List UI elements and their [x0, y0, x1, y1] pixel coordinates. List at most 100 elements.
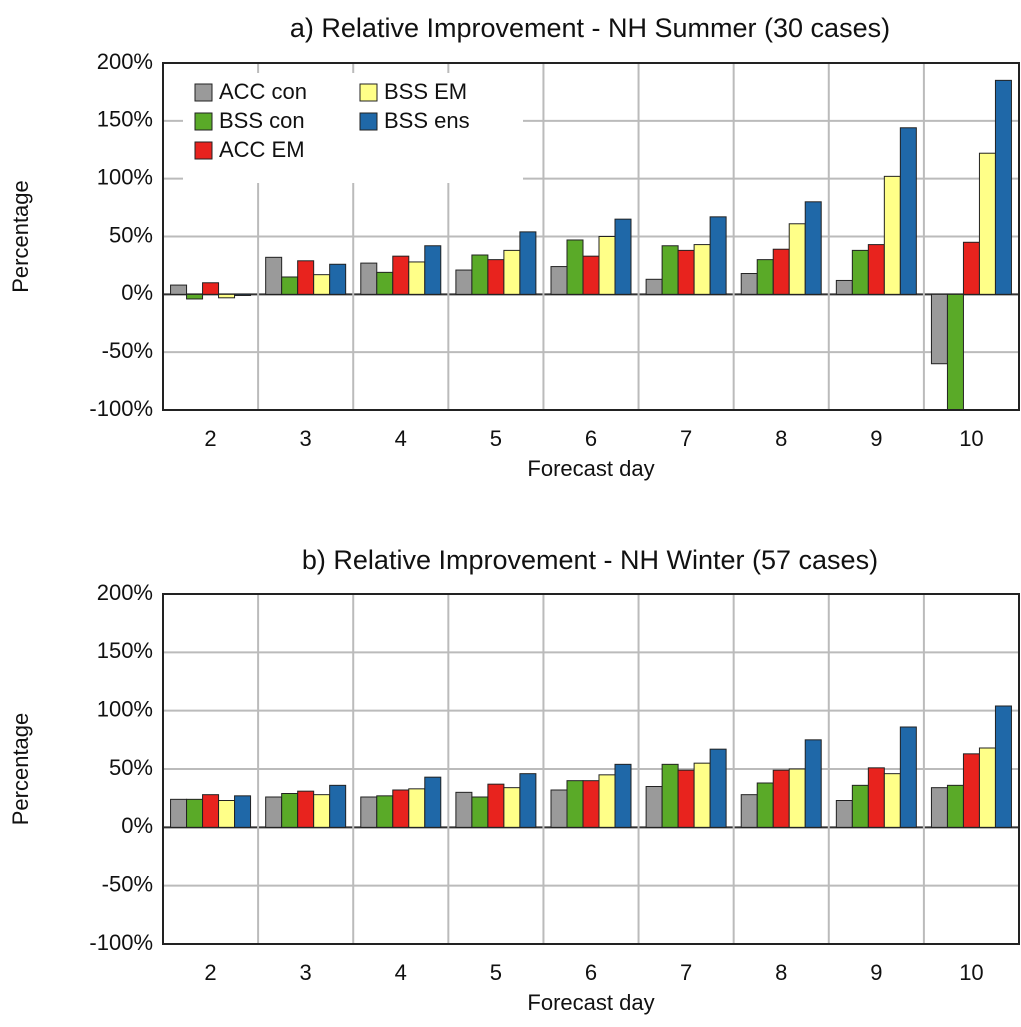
bar: [170, 798, 188, 828]
bar: [788, 768, 806, 828]
bar: [645, 278, 663, 295]
bar: [170, 284, 188, 295]
legend-label: BSS EM: [384, 79, 467, 104]
legend-label: BSS con: [219, 108, 305, 133]
bar: [835, 279, 853, 295]
x-tick-label: 4: [395, 426, 407, 451]
bar: [930, 293, 948, 365]
bar: [186, 293, 204, 300]
bar: [804, 739, 822, 828]
x-tick-label: 9: [870, 960, 882, 985]
bar: [677, 249, 695, 295]
x-tick-label: 6: [585, 960, 597, 985]
bar: [851, 784, 869, 828]
bar: [582, 780, 600, 828]
y-tick-label: -50%: [102, 338, 153, 363]
bar: [566, 780, 584, 828]
bar: [392, 255, 410, 295]
x-tick-label: 5: [490, 960, 502, 985]
bar: [661, 763, 679, 828]
plot-frame: [162, 593, 1020, 945]
bar: [978, 747, 996, 828]
bar: [186, 798, 204, 828]
legend-label: ACC con: [219, 79, 307, 104]
legend-swatch: [359, 83, 378, 102]
x-tick-label: 8: [775, 960, 787, 985]
bar: [550, 789, 568, 828]
bar: [598, 774, 616, 828]
y-tick-label: 150%: [97, 638, 153, 663]
y-tick-label: 0%: [121, 280, 153, 305]
x-axis-label: Forecast day: [527, 990, 654, 1015]
x-axis-label: Forecast day: [527, 456, 654, 481]
bar: [835, 800, 853, 828]
bar: [867, 767, 885, 828]
y-tick-label: -100%: [89, 930, 153, 955]
x-tick-label: 10: [959, 960, 983, 985]
y-axis-label: Percentage: [8, 713, 33, 826]
bar: [471, 254, 489, 295]
bar: [994, 79, 1012, 295]
bar: [677, 769, 695, 828]
bar: [962, 753, 980, 828]
bar: [376, 271, 394, 295]
x-tick-label: 8: [775, 426, 787, 451]
bar: [519, 231, 537, 295]
bar: [218, 293, 236, 299]
bar: [376, 795, 394, 828]
bar: [218, 800, 236, 828]
bar: [788, 223, 806, 295]
bar: [946, 293, 964, 411]
bar: [392, 789, 410, 828]
x-tick-label: 2: [204, 960, 216, 985]
bar: [471, 796, 489, 828]
y-tick-label: 50%: [109, 222, 153, 247]
x-tick-label: 3: [300, 960, 312, 985]
y-tick-label: 0%: [121, 813, 153, 838]
bar: [265, 796, 283, 828]
y-tick-label: 150%: [97, 107, 153, 132]
y-tick-label: 100%: [97, 696, 153, 721]
bar: [899, 726, 917, 828]
bar: [693, 762, 711, 828]
x-tick-label: 7: [680, 960, 692, 985]
bar: [519, 773, 537, 828]
bar: [313, 274, 331, 295]
bar: [455, 791, 473, 828]
bar: [851, 249, 869, 295]
legend-swatch: [359, 112, 378, 131]
bar: [297, 260, 315, 295]
bar: [772, 248, 790, 295]
bar: [424, 245, 442, 295]
bar: [503, 249, 521, 295]
bar: [487, 783, 505, 828]
bar: [202, 282, 220, 295]
chart-title: b) Relative Improvement - NH Winter (57 …: [302, 545, 878, 575]
bar: [408, 261, 426, 295]
bar: [550, 266, 568, 295]
bar: [946, 784, 964, 828]
legend-swatch: [194, 83, 213, 102]
bar: [566, 239, 584, 295]
bar: [661, 245, 679, 295]
legend-label: BSS ens: [384, 108, 470, 133]
y-tick-label: -50%: [102, 871, 153, 896]
bar: [709, 748, 727, 828]
bar: [614, 218, 632, 295]
x-tick-label: 10: [959, 426, 983, 451]
bar: [487, 259, 505, 295]
legend-background: [183, 73, 523, 183]
bar: [994, 705, 1012, 828]
bar: [503, 787, 521, 828]
bar: [930, 787, 948, 828]
bar: [962, 241, 980, 295]
legend-label: ACC EM: [219, 137, 305, 162]
bar: [693, 244, 711, 295]
y-axis-label: Percentage: [8, 180, 33, 293]
bar: [234, 293, 252, 296]
x-tick-label: 2: [204, 426, 216, 451]
bar: [883, 773, 901, 828]
x-tick-label: 9: [870, 426, 882, 451]
y-tick-label: 100%: [97, 164, 153, 189]
